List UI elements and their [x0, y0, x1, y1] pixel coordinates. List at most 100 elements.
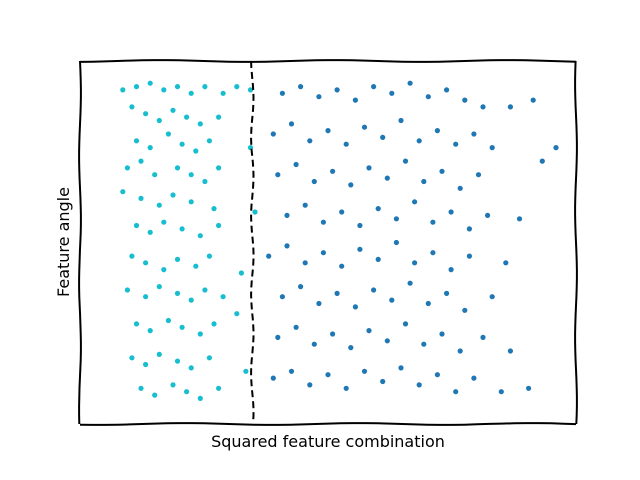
- data-point: [124, 165, 130, 171]
- data-point: [407, 80, 413, 86]
- data-point: [147, 80, 153, 86]
- data-point: [298, 84, 304, 90]
- data-point: [380, 134, 386, 140]
- data-point: [348, 345, 354, 351]
- data-point: [421, 178, 427, 185]
- data-point: [174, 256, 181, 262]
- data-point: [152, 392, 158, 398]
- data-point: [398, 117, 404, 124]
- data-point: [120, 87, 126, 93]
- data-point: [471, 131, 477, 137]
- data-point: [526, 385, 532, 391]
- data-point: [357, 246, 363, 252]
- data-point: [316, 94, 322, 100]
- data-point: [165, 317, 171, 324]
- data-point: [375, 256, 381, 262]
- data-point: [298, 284, 304, 290]
- data-point: [320, 219, 326, 225]
- data-point: [202, 84, 208, 90]
- data-point: [448, 267, 454, 273]
- data-point: [188, 365, 194, 371]
- data-point: [211, 206, 217, 212]
- data-point: [471, 375, 477, 381]
- data-point: [453, 389, 459, 395]
- data-point: [147, 328, 153, 334]
- data-point: [247, 87, 254, 93]
- data-point: [156, 117, 162, 124]
- data-point: [120, 189, 126, 195]
- data-point: [448, 209, 454, 215]
- data-point: [480, 334, 486, 340]
- data-point: [485, 212, 491, 218]
- data-point: [516, 216, 523, 222]
- data-point: [434, 128, 440, 134]
- data-point: [206, 138, 212, 144]
- data-point: [444, 290, 450, 296]
- data-point: [216, 385, 222, 391]
- data-point: [343, 385, 349, 391]
- data-point: [188, 199, 194, 205]
- data-point: [453, 141, 459, 147]
- data-point: [197, 233, 203, 239]
- data-point: [147, 145, 153, 151]
- data-point: [462, 97, 468, 103]
- data-point: [402, 158, 409, 164]
- data-point: [288, 368, 295, 374]
- data-point: [133, 84, 140, 90]
- data-point: [124, 287, 130, 293]
- data-point: [193, 263, 199, 269]
- data-point: [466, 226, 472, 232]
- data-point: [143, 260, 149, 266]
- data-point: [293, 324, 299, 330]
- data-point: [325, 128, 331, 134]
- data-point: [129, 253, 135, 259]
- decision-boundary-line: [250, 60, 255, 422]
- data-point: [216, 114, 222, 120]
- data-point: [402, 321, 409, 327]
- data-point: [174, 84, 181, 90]
- data-point: [302, 202, 308, 208]
- data-point: [398, 365, 404, 371]
- data-point: [489, 145, 495, 151]
- data-point: [371, 287, 377, 293]
- data-point: [129, 355, 135, 361]
- data-point: [503, 260, 509, 266]
- data-point: [147, 229, 153, 235]
- data-point: [138, 158, 144, 164]
- data-point: [188, 90, 194, 96]
- data-point: [266, 253, 272, 259]
- data-point: [179, 324, 185, 330]
- data-point: [412, 260, 418, 266]
- data-point: [170, 107, 176, 113]
- data-point: [197, 331, 203, 337]
- y-axis-label: Feature angle: [54, 187, 73, 297]
- data-point: [188, 297, 194, 303]
- data-point: [334, 87, 340, 93]
- data-point: [361, 368, 368, 374]
- data-point: [243, 368, 249, 374]
- data-point: [220, 294, 226, 300]
- data-point: [407, 280, 413, 286]
- data-point: [498, 389, 504, 395]
- data-point: [384, 338, 390, 344]
- plot-frame: [78, 59, 578, 426]
- data-point: [330, 331, 336, 337]
- data-point: [197, 121, 203, 127]
- data-point: [311, 341, 317, 347]
- data-point: [389, 90, 395, 96]
- data-point: [133, 222, 140, 229]
- data-point: [339, 263, 345, 269]
- data-point: [161, 87, 167, 93]
- data-point: [161, 219, 167, 225]
- data-point: [302, 260, 308, 266]
- data-point: [270, 375, 276, 381]
- data-point: [375, 206, 381, 212]
- data-point: [275, 334, 281, 340]
- decision-boundary-layer: [250, 60, 255, 422]
- data-point: [307, 382, 313, 388]
- data-point: [197, 395, 203, 401]
- data-point: [393, 239, 399, 246]
- data-point: [133, 321, 140, 327]
